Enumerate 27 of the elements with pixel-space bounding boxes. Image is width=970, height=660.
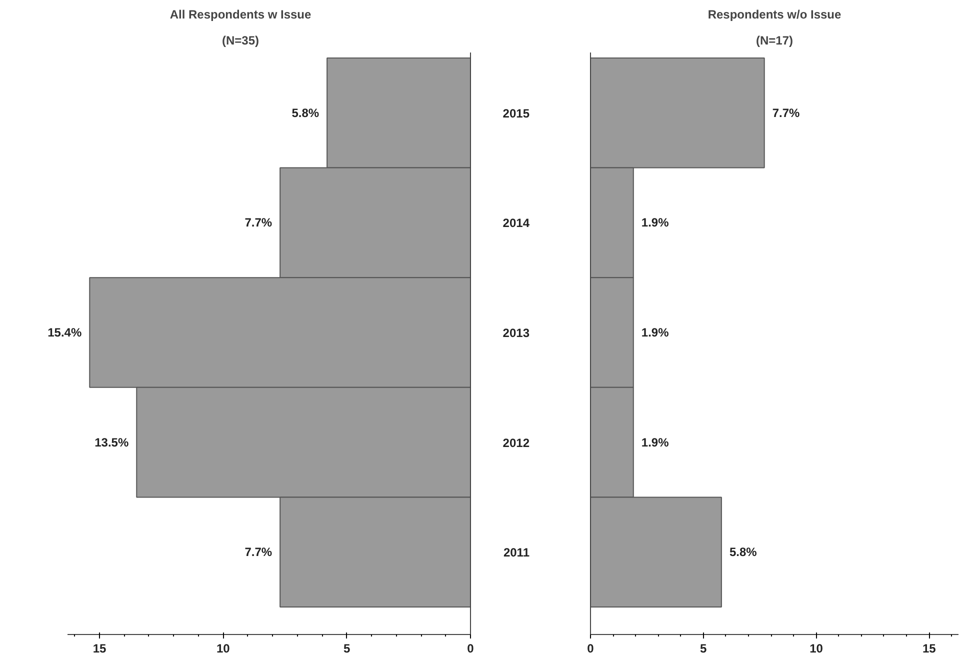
x-tick-label: 0 [467, 642, 474, 656]
x-tick-label: 0 [587, 642, 594, 656]
y-tick-label: 2011 [503, 546, 530, 560]
data-label: 5.8% [729, 545, 758, 560]
x-tick-label: 5 [700, 642, 708, 656]
chart-subtitle: (N=17) [756, 34, 794, 48]
data-label: 7.7% [244, 545, 272, 560]
x-tick-label: 5 [344, 642, 351, 656]
chart-subtitle: (N=35) [222, 34, 260, 48]
y-tick-label: 2014 [502, 216, 530, 230]
chart-title: Respondents w/o Issue [708, 8, 842, 22]
x-tick-label: 15 [922, 642, 936, 656]
x-tick-label: 10 [810, 642, 824, 656]
data-label: 13.5% [94, 435, 129, 450]
data-label: 1.9% [641, 435, 670, 450]
y-tick-label: 2012 [502, 436, 530, 450]
data-label: 1.9% [641, 216, 670, 230]
x-tick-label: 15 [92, 642, 107, 656]
data-label: 7.7% [772, 106, 800, 120]
data-label: 7.7% [244, 216, 272, 230]
data-label: 5.8% [292, 106, 320, 120]
y-tick-label: 2013 [502, 326, 530, 340]
chart-title: All Respondents w Issue [170, 8, 312, 22]
data-label: 15.4% [48, 326, 82, 340]
y-tick-label: 2015 [502, 106, 530, 120]
data-label: 1.9% [641, 326, 670, 340]
x-tick-label: 10 [216, 642, 230, 656]
